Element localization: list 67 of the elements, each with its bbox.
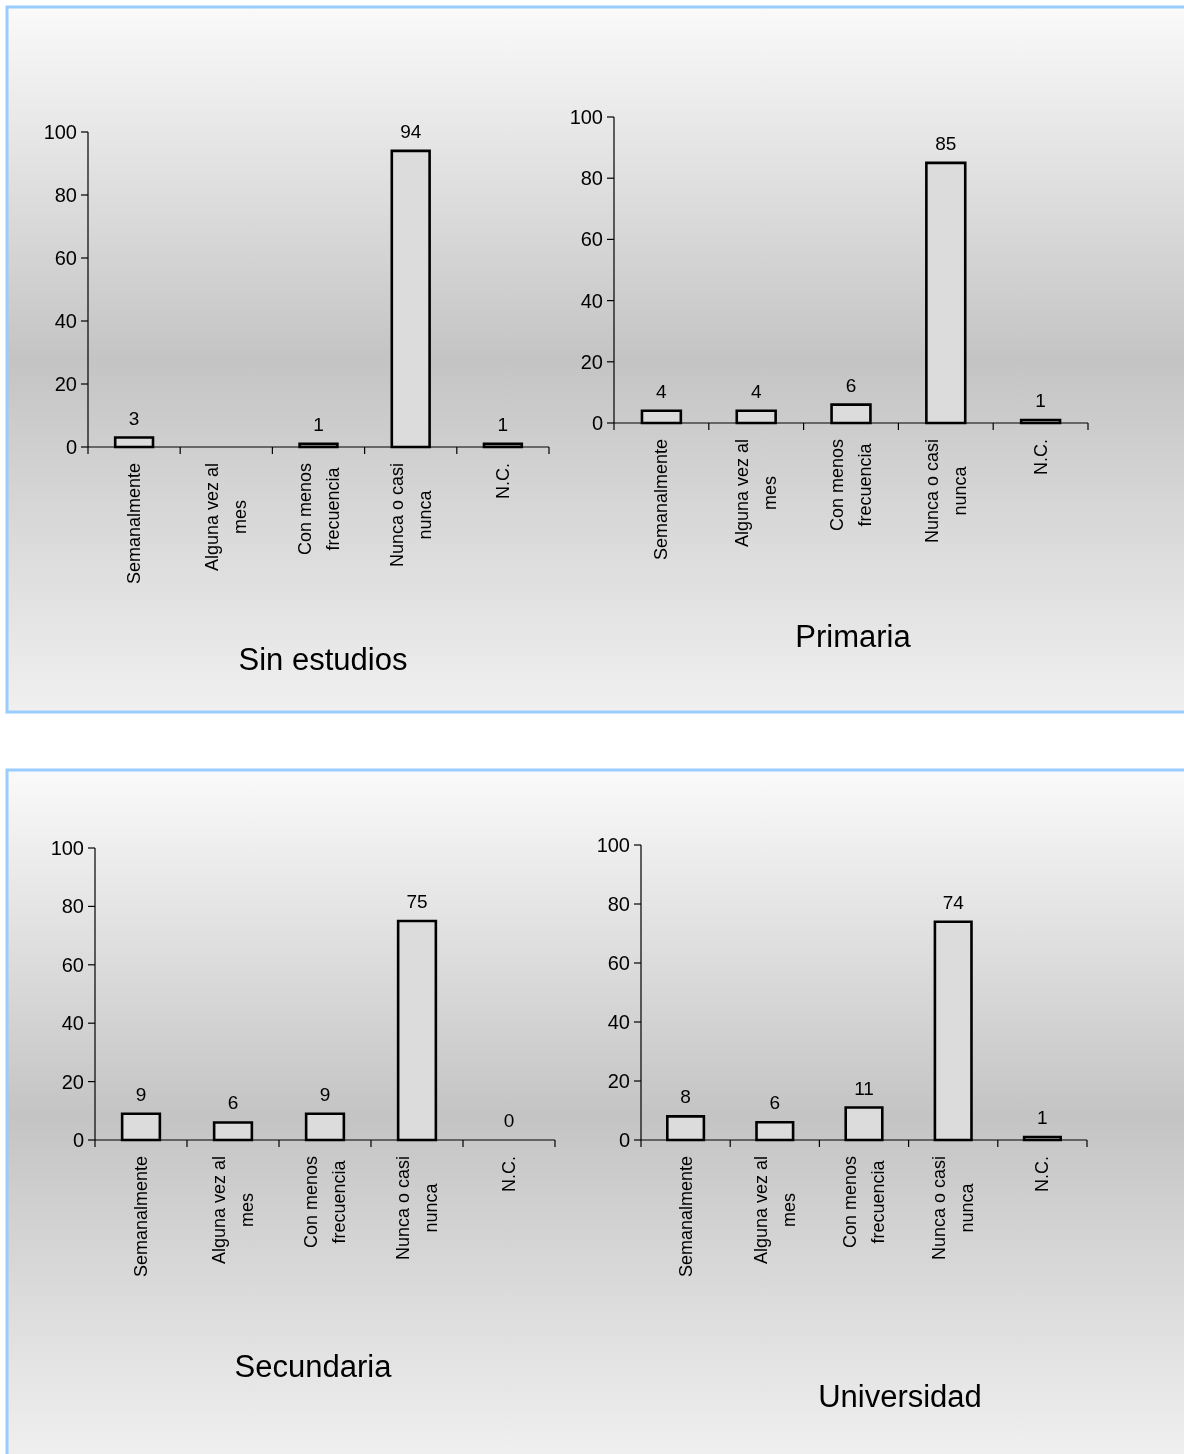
x-tick-label: Alguna vez al mes [750, 1156, 799, 1265]
data-label: 9 [319, 1083, 331, 1105]
text: Sin estudios [238, 642, 408, 677]
x-tick-label: N.C. [1032, 1156, 1053, 1192]
y-tick-label: 60 [607, 952, 630, 974]
x-tick-label: Semanalmente [124, 463, 145, 585]
data-label: 1 [313, 413, 324, 435]
y-tick-label: 80 [54, 184, 77, 206]
data-label: 74 [942, 891, 965, 913]
data-label: 1 [1035, 389, 1046, 411]
y-tick-label: 60 [61, 953, 84, 976]
y-tick-label: 100 [569, 106, 603, 128]
x-tick-label: N.C. [1030, 439, 1051, 475]
x-tick-label: Nunca o casi nunca [393, 1156, 441, 1261]
y-tick-label: 60 [580, 228, 603, 251]
data-label: 6 [769, 1092, 781, 1114]
x-tick-label: N.C. [492, 463, 513, 499]
y-tick-label: 80 [580, 167, 603, 190]
y-tick-label: 100 [43, 121, 77, 143]
x-tick-label: Con menos frecuencia [301, 1155, 349, 1249]
y-tick-label: 20 [580, 350, 603, 373]
y-tick-label: 0 [618, 1129, 630, 1151]
x-tick-label: Alguna vez al mes [209, 1156, 257, 1265]
y-tick-label: 80 [61, 895, 84, 918]
data-label: 1 [497, 413, 509, 435]
data-label: 8 [680, 1086, 691, 1108]
y-tick-label: 80 [607, 893, 630, 915]
x-tick-label: N.C. [499, 1156, 519, 1192]
text: Secundaria [234, 1349, 393, 1384]
data-label: 94 [400, 120, 422, 142]
y-tick-label: 0 [72, 1129, 84, 1151]
y-tick-label: 40 [607, 1011, 630, 1033]
y-tick-label: 0 [591, 412, 603, 434]
data-label: 4 [750, 380, 762, 402]
x-tick-label: Semanalmente [131, 1156, 151, 1278]
x-tick-label: Nunca o casi nunca [386, 463, 435, 568]
data-label: 4 [656, 380, 668, 402]
x-tick-label: Alguna vez al mes [202, 463, 251, 572]
y-tick-label: 20 [61, 1070, 84, 1093]
y-tick-label: 100 [596, 834, 630, 856]
y-tick-label: 0 [65, 436, 77, 458]
x-tick-label: Nunca o casi nunca [921, 439, 970, 544]
y-tick-label: 40 [54, 310, 77, 332]
data-label: 11 [854, 1077, 874, 1099]
data-label: 9 [135, 1083, 147, 1105]
data-label: 1 [1037, 1107, 1048, 1129]
data-label: 6 [845, 374, 857, 396]
data-label: 75 [406, 891, 428, 912]
y-tick-label: 100 [50, 837, 84, 859]
y-tick-label: 20 [607, 1070, 630, 1092]
x-tick-label: Nunca o casi nunca [929, 1156, 978, 1261]
y-tick-label: 60 [54, 247, 77, 269]
x-tick-label: Semanalmente [675, 1156, 696, 1278]
data-label: 3 [128, 407, 140, 429]
x-tick-label: Semanalmente [651, 439, 672, 561]
y-tick-label: 40 [580, 289, 603, 312]
y-tick-label: 20 [54, 373, 77, 395]
text: Universidad [818, 1379, 982, 1414]
x-tick-label: Con menos frecuencia [827, 438, 875, 532]
text: Primaria [795, 619, 912, 654]
x-tick-label: Con menos frecuencia [840, 1155, 888, 1249]
y-tick-label: 40 [61, 1012, 84, 1035]
x-tick-label: Alguna vez al mes [732, 439, 781, 548]
data-label: 6 [227, 1092, 239, 1114]
data-label: 85 [935, 132, 957, 154]
x-tick-label: Con menos frecuencia [294, 462, 343, 556]
data-label: 0 [503, 1110, 515, 1131]
